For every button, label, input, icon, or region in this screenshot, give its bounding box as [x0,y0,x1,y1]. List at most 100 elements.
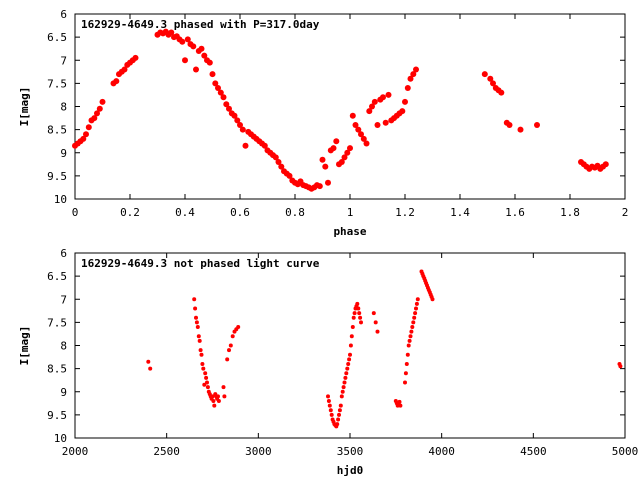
data-point [358,315,363,320]
x-axis-label: phase [333,225,366,238]
data-point [355,126,362,133]
data-point [481,71,488,78]
data-point [179,38,186,45]
data-point [371,98,378,105]
data-point [316,183,323,190]
data-point [348,352,352,357]
y-tick-label: 8.5 [47,363,67,376]
data-point [363,140,370,147]
x-tick-label: 1.4 [450,206,470,219]
data-point [168,29,175,36]
data-point [404,85,411,91]
data-point [326,399,331,403]
data-point [399,108,406,115]
data-point [234,117,241,124]
data-point [487,75,494,82]
data-point [333,138,340,145]
unphased-light-curve-panel: 2000 2500 3000 3500 4000 4500 5000 6 6.5 7 7.5 8 8.… [18,247,638,477]
x-tick-label: 2 [622,206,629,219]
data-point [96,105,103,112]
data-point [217,89,224,96]
y-tick-label: 9.5 [47,409,67,422]
data-point [80,135,87,142]
data-point [329,412,334,417]
data-point [215,85,221,91]
y-tick-label: 9.5 [47,170,67,183]
y-tick-label: 7 [60,293,67,306]
data-point [403,371,408,376]
data-point [373,320,378,325]
data-point [415,297,420,302]
data-point [230,334,235,339]
data-point [220,94,227,101]
data-point [343,375,348,380]
data-point [408,334,413,339]
data-point [209,71,216,78]
data-point [201,52,208,59]
data-point [402,98,408,105]
data-point [212,80,219,87]
y-axis-label: I[mag] [18,326,31,366]
data-point [405,352,410,357]
data-point [212,403,217,408]
data-point [195,325,200,329]
data-point [498,89,505,96]
x-tick-label: 0.8 [285,206,305,219]
data-point [341,385,346,390]
data-points [146,269,623,429]
data-point [204,375,209,380]
data-point [319,156,326,163]
data-point [406,343,411,348]
data-point [410,71,417,78]
x-tick-label: 3000 [245,445,272,458]
x-axis-label: hjd0 [337,464,364,477]
data-point [148,366,153,371]
data-point [113,78,120,85]
x-tick-label: 3500 [337,445,364,458]
y-axis-ticks: 6 6.5 7 7.5 8 8.5 9 9.5 10 [47,8,625,206]
data-point [322,163,329,170]
y-tick-label: 8 [60,340,67,353]
data-point [190,43,197,50]
data-point [205,385,210,390]
data-point [194,320,199,325]
x-tick-label: 4500 [520,445,547,458]
x-tick-label: 2000 [62,445,89,458]
x-tick-label: 2500 [153,445,180,458]
data-point [221,385,226,390]
data-point [196,334,201,339]
data-point [228,343,233,348]
data-point [342,380,347,385]
data-point [91,115,98,122]
data-point [506,122,513,128]
data-point [325,179,331,186]
data-point [348,343,353,348]
data-point [121,66,128,73]
y-tick-label: 9 [60,386,67,399]
data-point [236,325,241,329]
data-point [430,297,435,302]
data-point [206,59,213,66]
data-point [347,145,353,152]
data-point [205,380,209,385]
data-point [345,366,350,371]
data-point [352,122,359,128]
x-tick-label: 0 [72,206,79,219]
chart-title: 162929-4649.3 not phased light curve [81,257,320,270]
data-point [369,103,375,110]
x-tick-label: 1.2 [395,206,415,219]
data-point [349,112,356,119]
data-point [182,57,188,64]
data-points [72,28,609,192]
data-point [403,380,407,385]
data-point [398,403,403,408]
data-point [99,98,106,105]
data-point [413,66,419,73]
data-point [225,357,230,362]
data-point [83,131,89,138]
data-point [351,315,356,320]
x-tick-label: 0.2 [120,206,140,219]
data-point [534,122,540,128]
x-axis-ticks: 2000 2500 3000 3500 4000 4500 5000 [62,253,638,458]
